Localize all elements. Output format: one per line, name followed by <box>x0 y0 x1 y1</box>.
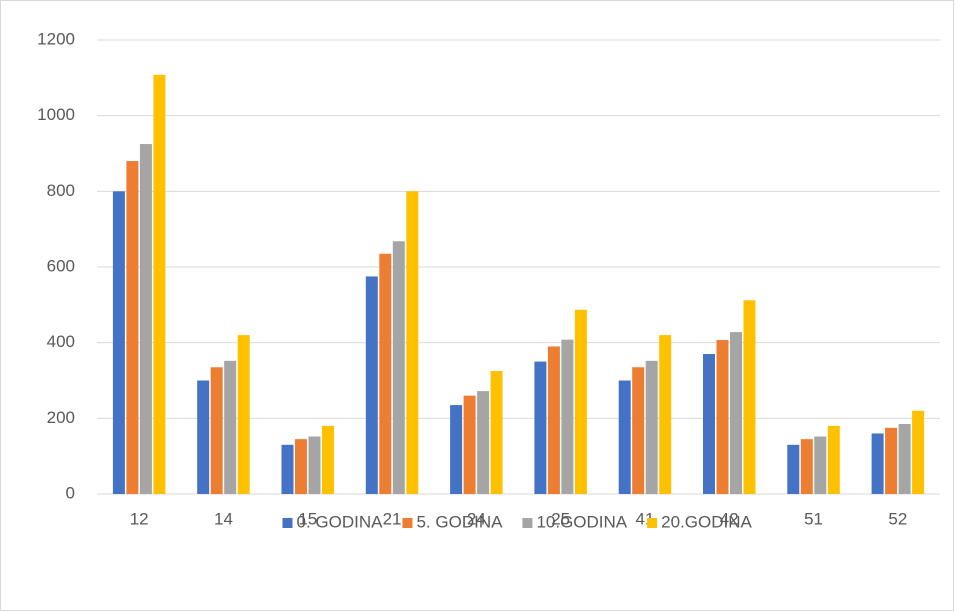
bar <box>406 191 419 495</box>
x-tick-label: 51 <box>804 509 823 528</box>
bar <box>800 439 813 494</box>
bar <box>716 340 729 494</box>
bar <box>912 410 925 494</box>
legend-label: 0. GODINA <box>297 512 384 531</box>
y-tick-label: 400 <box>47 332 75 351</box>
bar <box>898 424 911 494</box>
bar <box>547 346 560 494</box>
bar <box>534 361 547 494</box>
y-tick-label: 1200 <box>37 29 75 48</box>
bar <box>490 371 503 494</box>
x-tick-label: 15 <box>298 509 317 528</box>
x-tick-label: 14 <box>214 509 233 528</box>
bar <box>153 74 166 494</box>
bar <box>295 439 307 494</box>
bar <box>463 395 476 494</box>
bar <box>112 191 125 495</box>
bar <box>126 161 139 495</box>
x-tick-label: 25 <box>551 509 570 528</box>
bar <box>561 339 574 494</box>
bar <box>871 433 884 494</box>
legend-label: 20.GODINA <box>661 512 752 531</box>
legend-swatch <box>522 518 533 528</box>
bar <box>645 360 658 494</box>
y-tick-label: 800 <box>47 181 75 200</box>
legend-swatch <box>402 518 413 528</box>
bar <box>632 367 645 494</box>
legend-swatch <box>282 518 293 528</box>
bar <box>787 444 800 494</box>
y-tick-label: 600 <box>47 256 75 275</box>
bar <box>237 335 250 494</box>
bar <box>308 436 321 494</box>
bar <box>365 276 378 494</box>
bar <box>827 425 840 494</box>
x-tick-label: 42 <box>720 509 739 528</box>
bar <box>450 405 463 494</box>
x-tick-label: 21 <box>383 509 402 528</box>
legend-label: 10.GODINA <box>536 512 627 531</box>
bar <box>224 360 237 494</box>
y-tick-label: 200 <box>47 408 75 427</box>
bar <box>392 241 405 494</box>
bar <box>281 444 294 494</box>
x-tick-label: 52 <box>888 509 907 528</box>
bar <box>379 253 392 494</box>
bar <box>730 332 742 494</box>
bar <box>477 391 490 494</box>
y-tick-label: 1000 <box>37 105 75 124</box>
bar <box>139 144 152 494</box>
bar <box>814 436 827 494</box>
bar <box>659 335 672 494</box>
x-tick-label: 24 <box>467 509 486 528</box>
bar <box>197 380 210 494</box>
bar <box>743 300 756 494</box>
legend-label: 5. GODINA <box>416 512 503 531</box>
x-tick-label: 12 <box>130 509 149 528</box>
y-tick-label: 0 <box>66 483 75 502</box>
bar <box>210 367 223 494</box>
bar <box>618 380 631 494</box>
bar <box>885 427 898 494</box>
legend-swatch <box>647 518 658 528</box>
bar <box>703 354 715 494</box>
bar <box>322 425 334 494</box>
bar <box>574 309 587 494</box>
